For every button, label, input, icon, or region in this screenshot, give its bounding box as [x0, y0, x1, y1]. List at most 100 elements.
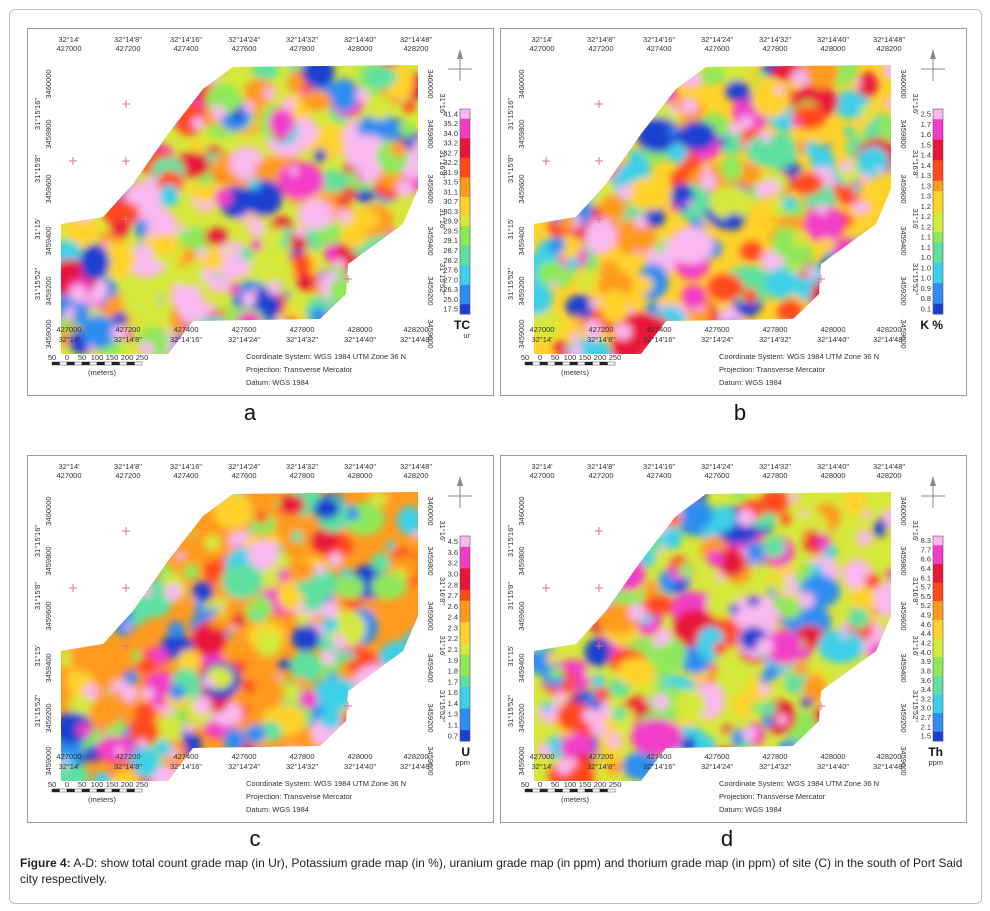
- legend-value: 29.1: [443, 236, 458, 245]
- legend-value: 1.4: [921, 151, 931, 160]
- grade-blob: [746, 133, 789, 167]
- easting-bottom-label: 427000: [529, 325, 554, 334]
- grade-spot: [136, 572, 151, 587]
- north-arrow-icon: [448, 49, 472, 81]
- grade-blob: [551, 609, 567, 623]
- grade-blob: [644, 206, 666, 228]
- legend-swatch: [933, 221, 943, 233]
- northing-left-label: 3459200: [44, 703, 53, 732]
- grade-spot: [212, 752, 229, 770]
- legend-unit-sub: ppm: [455, 758, 470, 767]
- lon-bottom-label: 32°14'16": [170, 762, 202, 771]
- legend-swatch: [460, 697, 470, 710]
- legend-value: 27.0: [443, 275, 458, 284]
- lat-right-label: 31°15'52": [911, 263, 920, 295]
- grade-spot: [789, 493, 800, 504]
- grade-blob: [614, 218, 657, 255]
- scale-label: 150: [579, 780, 592, 789]
- grade-blob: [832, 237, 863, 266]
- grade-spot: [332, 634, 347, 649]
- easting-top-label: 428200: [876, 44, 901, 53]
- grade-blob: [277, 161, 325, 200]
- grade-blob: [263, 320, 281, 340]
- grade-blob: [80, 564, 109, 586]
- lon-bottom-label: 32°14'32": [759, 762, 791, 771]
- grade-spot: [839, 158, 853, 172]
- grade-blob: [85, 180, 103, 200]
- legend-swatch: [460, 216, 470, 227]
- grade-spot: [843, 125, 856, 138]
- legend-swatch: [933, 180, 943, 192]
- northing-right-label: 3459800: [899, 119, 908, 148]
- grade-blob: [388, 294, 408, 315]
- northing-right-label: 3459600: [899, 174, 908, 203]
- grade-blob: [538, 65, 564, 78]
- grade-blob: [534, 162, 552, 188]
- legend-swatch: [460, 109, 470, 120]
- grade-spot: [776, 714, 788, 726]
- grade-blob: [863, 253, 876, 265]
- legend-value: 5.2: [921, 601, 931, 610]
- grade-blob: [378, 640, 418, 673]
- grade-blob: [560, 342, 595, 354]
- grade-blob: [747, 677, 768, 704]
- grade-blob: [883, 259, 891, 274]
- northing-right-label: 3459200: [899, 276, 908, 305]
- lon-bottom-label: 32°14'24": [701, 335, 733, 344]
- lon-bottom-label: 32°14'32": [286, 762, 318, 771]
- legend-value: 2.3: [448, 623, 458, 632]
- grade-blob: [319, 707, 342, 729]
- legend-value: 1.3: [921, 171, 931, 180]
- easting-bottom-label: 427800: [762, 325, 787, 334]
- legend-value: 4.6: [921, 620, 931, 629]
- grade-blob: [93, 771, 112, 781]
- easting-top-label: 428200: [876, 471, 901, 480]
- legend-swatch: [460, 206, 470, 217]
- grade-blob: [662, 527, 682, 550]
- lon-bottom-label: 32°14': [531, 762, 553, 771]
- scale-unit: (meters): [561, 795, 589, 804]
- grade-blob: [61, 316, 77, 336]
- grade-spot: [183, 563, 200, 580]
- grade-blob: [590, 155, 616, 180]
- northing-left-label: 3459400: [44, 226, 53, 255]
- grade-blob: [599, 492, 641, 524]
- grade-spot: [204, 534, 221, 551]
- grade-blob: [126, 65, 166, 84]
- legend-swatch: [933, 293, 943, 305]
- legend-value: 4.5: [448, 537, 458, 546]
- grade-blob: [302, 65, 335, 88]
- northing-left-label: 3459800: [44, 546, 53, 575]
- lat-right-label: 31°16'8": [911, 577, 920, 605]
- grade-blob: [133, 143, 153, 162]
- legend-swatch: [460, 138, 470, 149]
- grade-spot: [96, 626, 110, 640]
- grade-blob: [759, 701, 778, 716]
- grade-blob: [64, 122, 89, 142]
- legend-swatch: [460, 157, 470, 169]
- easting-bottom-label: 427000: [56, 325, 81, 334]
- grade-spot: [599, 163, 606, 170]
- lat-left-label: 31°15'8": [506, 155, 515, 183]
- grade-spot: [73, 613, 88, 627]
- legend-c: 4.53.63.23.02.82.72.62.42.32.22.11.91.81…: [448, 535, 471, 742]
- legend-value: 17.5: [443, 305, 458, 314]
- grade-blob: [194, 600, 205, 613]
- grade-blob: [283, 684, 300, 702]
- grade-blob: [643, 581, 659, 598]
- grade-spot: [178, 224, 187, 233]
- legend-swatch: [933, 675, 943, 686]
- grade-blob: [581, 517, 600, 532]
- northing-left-label: 3459600: [44, 601, 53, 630]
- grid-cross: [817, 702, 825, 710]
- grade-blob: [556, 702, 595, 733]
- grade-blob: [287, 72, 304, 93]
- grade-spot: [647, 525, 657, 535]
- lon-bottom-label: 32°14'48": [873, 762, 905, 771]
- grade-spot: [886, 688, 891, 702]
- grade-blob: [792, 172, 824, 196]
- grade-blob: [720, 155, 743, 182]
- lon-bottom-label: 32°14'48": [873, 335, 905, 344]
- legend-value: 2.4: [448, 613, 458, 622]
- northing-left-label: 3459000: [44, 319, 53, 348]
